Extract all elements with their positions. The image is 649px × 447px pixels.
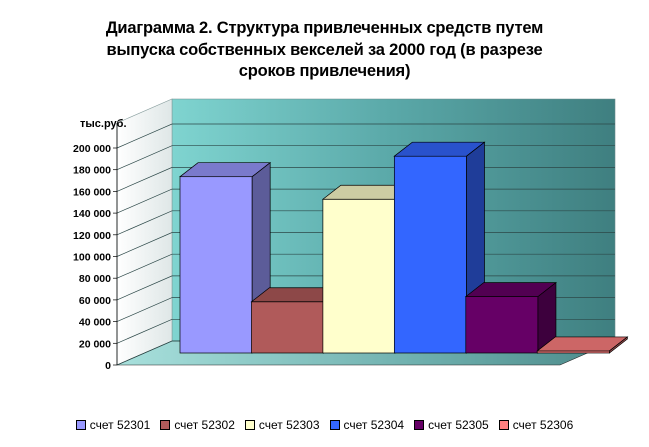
bar-front bbox=[179, 176, 253, 354]
legend-item: счет 52305 bbox=[414, 418, 489, 432]
chart-title-line: сроков привлечения) bbox=[238, 62, 411, 80]
y-tick-label: 140 000 bbox=[73, 208, 111, 220]
y-tick-label: 40 000 bbox=[79, 317, 111, 329]
legend-label: счет 52306 bbox=[512, 418, 574, 432]
legend-label: счет 52301 bbox=[89, 418, 151, 432]
chart-legend: счет 52301 счет 52302 счет 52303 счет 52304… bbox=[0, 418, 649, 432]
legend-item: счет 52303 bbox=[244, 418, 320, 432]
legend-swatch bbox=[75, 420, 86, 430]
legend-label: счет 52304 bbox=[343, 418, 405, 432]
legend-item: счет 52301 bbox=[75, 418, 151, 432]
legend-swatch bbox=[414, 420, 425, 430]
bar bbox=[464, 281, 557, 354]
legend-swatch bbox=[160, 420, 171, 430]
y-tick-label: 80 000 bbox=[79, 273, 111, 285]
y-tick-label: 0 bbox=[105, 360, 111, 372]
bar-front bbox=[393, 155, 467, 354]
side-wall bbox=[116, 98, 173, 366]
legend-item: счет 52306 bbox=[498, 418, 574, 432]
legend-label: счет 52303 bbox=[258, 418, 320, 432]
y-axis-ticks: 0 20 000 40 000 60 000 80 000 100 000 120 000 1… bbox=[73, 123, 118, 372]
bars bbox=[178, 141, 629, 354]
y-tick-label: 160 000 bbox=[73, 186, 111, 198]
grid-line bbox=[116, 123, 615, 149]
y-tick-label: 60 000 bbox=[79, 295, 111, 307]
y-axis-label: тыс.руб. bbox=[80, 118, 127, 130]
legend-swatch bbox=[498, 420, 509, 430]
y-tick-label: 20 000 bbox=[79, 338, 111, 350]
chart-title-line: выпуска собственных векселей за 2000 год… bbox=[106, 40, 543, 59]
bar-front bbox=[465, 296, 539, 354]
bar-front bbox=[251, 301, 324, 354]
y-tick-label: 180 000 bbox=[73, 165, 111, 177]
y-tick-label: 120 000 bbox=[73, 230, 111, 242]
bar bbox=[536, 336, 629, 354]
bar-side bbox=[609, 336, 628, 354]
bar-front bbox=[322, 198, 396, 354]
chart-title: Диаграмма 2. Структура привлеченных сред… bbox=[0, 18, 649, 83]
chart-title-line: Диаграмма 2. Структура привлеченных сред… bbox=[105, 19, 544, 37]
legend-item: счет 52302 bbox=[160, 418, 235, 432]
y-tick-label: 200 000 bbox=[73, 143, 111, 155]
legend-label: счет 52305 bbox=[428, 418, 489, 432]
legend-item: счет 52304 bbox=[329, 418, 405, 432]
legend-swatch bbox=[329, 420, 340, 430]
legend-label: счет 52302 bbox=[174, 418, 235, 432]
legend-swatch bbox=[244, 420, 255, 430]
y-tick-label: 100 000 bbox=[73, 252, 111, 264]
